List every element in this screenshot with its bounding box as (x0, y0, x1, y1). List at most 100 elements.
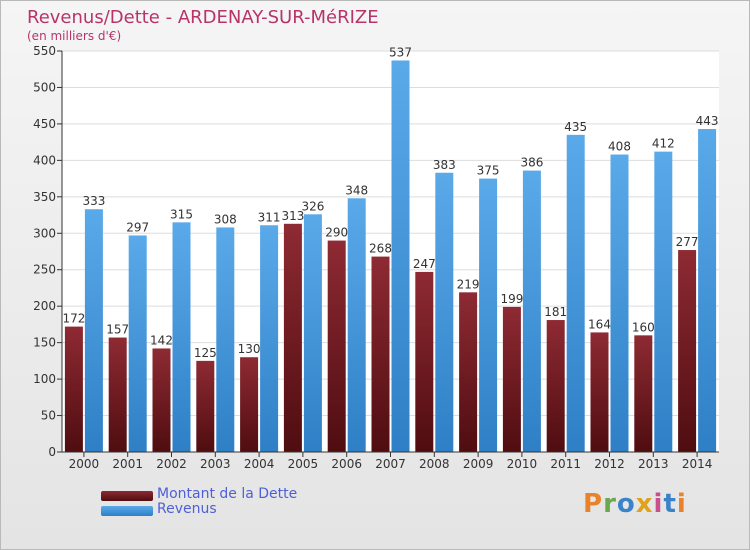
bar-revenus (128, 235, 147, 452)
bar-revenus (216, 227, 235, 452)
bar-revenus (610, 154, 629, 452)
bar-dette (240, 357, 259, 452)
bar-revenus (84, 209, 103, 452)
logo-letter: t (663, 489, 677, 519)
value-label-revenus: 326 (301, 199, 324, 213)
bar-dette (502, 306, 521, 452)
bar-revenus (391, 60, 410, 452)
y-tick-label: 300 (33, 226, 56, 240)
x-tick-label: 2010 (507, 457, 538, 471)
bar-revenus (347, 198, 366, 452)
value-label-revenus: 311 (258, 210, 281, 224)
x-tick-label: 2004 (244, 457, 275, 471)
chart-subtitle: (en milliers d'€) (27, 29, 122, 43)
y-tick-label: 500 (33, 80, 56, 94)
y-tick-label: 150 (33, 336, 56, 350)
value-label-dette: 290 (325, 226, 348, 240)
legend-swatch-dette (101, 491, 153, 501)
bar-dette (64, 326, 83, 452)
x-tick-label: 2009 (463, 457, 494, 471)
y-tick-label: 450 (33, 117, 56, 131)
value-label-revenus: 412 (652, 137, 675, 151)
x-tick-label: 2007 (375, 457, 406, 471)
bar-dette (678, 250, 697, 452)
value-label-revenus: 308 (214, 212, 237, 226)
bar-dette (415, 271, 434, 452)
value-label-dette: 164 (588, 317, 611, 331)
value-label-dette: 130 (238, 342, 261, 356)
bar-revenus (260, 225, 279, 452)
x-tick-label: 2011 (550, 457, 581, 471)
bar-dette (459, 292, 478, 452)
value-label-dette: 313 (281, 209, 304, 223)
plot-area (62, 51, 719, 452)
x-tick-label: 2005 (288, 457, 319, 471)
x-tick-label: 2013 (638, 457, 669, 471)
value-label-revenus: 537 (389, 45, 412, 59)
value-label-dette: 160 (632, 320, 655, 334)
value-label-dette: 172 (62, 312, 85, 326)
value-label-revenus: 383 (433, 158, 456, 172)
value-label-revenus: 375 (477, 164, 500, 178)
value-label-revenus: 443 (696, 114, 719, 128)
value-label-revenus: 435 (564, 120, 587, 134)
y-tick-label: 400 (33, 153, 56, 167)
y-tick-label: 550 (33, 44, 56, 58)
value-label-dette: 199 (500, 292, 523, 306)
x-tick-label: 2008 (419, 457, 450, 471)
x-tick-label: 2001 (112, 457, 143, 471)
value-label-dette: 125 (194, 346, 217, 360)
value-label-revenus: 386 (520, 156, 543, 170)
y-tick-label: 350 (33, 190, 56, 204)
bar-revenus (303, 214, 322, 452)
value-label-dette: 181 (544, 305, 567, 319)
value-label-revenus: 297 (126, 220, 149, 234)
chart-title: Revenus/Dette - ARDENAY-SUR-MéRIZE (27, 7, 379, 28)
y-tick-label: 0 (48, 445, 56, 459)
logo-letter: i (676, 489, 687, 519)
y-tick-label: 100 (33, 372, 56, 386)
value-label-revenus: 315 (170, 207, 193, 221)
bar-dette (283, 223, 302, 452)
logo-letter: i (653, 489, 664, 519)
value-label-dette: 277 (676, 235, 699, 249)
value-label-dette: 157 (106, 323, 129, 337)
legend-label-revenus: Revenus (157, 501, 217, 517)
bar-dette (196, 360, 215, 452)
bar-dette (371, 256, 390, 452)
y-tick-label: 50 (41, 409, 56, 423)
logo-letter: x (635, 489, 654, 519)
proxiti-logo: Proxiti (583, 489, 687, 519)
bar-revenus (435, 172, 454, 452)
bar-revenus (698, 129, 717, 452)
bar-revenus (654, 151, 673, 452)
value-label-dette: 247 (413, 257, 436, 271)
value-label-dette: 219 (457, 277, 480, 291)
bar-dette (634, 335, 653, 452)
value-label-dette: 268 (369, 242, 392, 256)
y-tick-label: 200 (33, 299, 56, 313)
value-label-revenus: 348 (345, 183, 368, 197)
x-tick-label: 2006 (331, 457, 362, 471)
logo-letter: P (583, 489, 604, 519)
bar-revenus (479, 178, 498, 452)
bar-revenus (522, 170, 541, 452)
bar-dette (590, 332, 609, 452)
bar-dette (546, 320, 565, 452)
x-tick-label: 2012 (594, 457, 625, 471)
y-tick-label: 250 (33, 263, 56, 277)
value-label-dette: 142 (150, 333, 173, 347)
value-label-revenus: 408 (608, 140, 631, 154)
x-tick-label: 2003 (200, 457, 231, 471)
legend-swatch-revenus (101, 506, 153, 516)
value-label-revenus: 333 (82, 194, 105, 208)
bar-dette (327, 240, 346, 452)
bar-dette (108, 337, 127, 452)
x-tick-label: 2002 (156, 457, 187, 471)
bar-revenus (172, 222, 191, 452)
logo-letter: o (616, 489, 636, 519)
x-tick-label: 2000 (69, 457, 100, 471)
legend-label-dette: Montant de la Dette (157, 486, 298, 502)
